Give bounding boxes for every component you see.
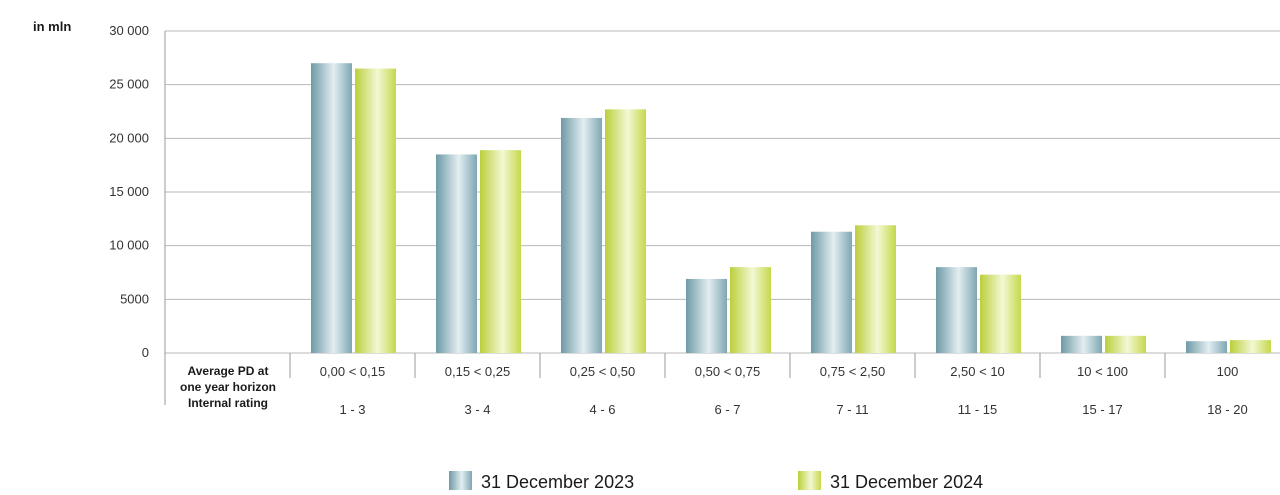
bar-2023 — [1186, 341, 1227, 353]
bar-2024 — [605, 109, 646, 353]
internal-rating-label: 11 - 15 — [958, 402, 998, 417]
bar-2024 — [355, 68, 396, 354]
bar-2023 — [1061, 335, 1102, 353]
legend-swatch-2024 — [798, 471, 821, 490]
legend-label-2023: 31 December 2023 — [481, 472, 634, 490]
bar-2023 — [936, 267, 977, 353]
y-axis-ticks: 0 5000 10 000 15 000 20 000 25 000 30 000 — [109, 23, 149, 360]
bar-2024 — [1105, 335, 1146, 353]
bar-2024 — [480, 150, 521, 353]
internal-rating-label: 3 - 4 — [464, 402, 490, 417]
bar-2023 — [686, 278, 727, 353]
pd-range-label: 10 < 100 — [1077, 364, 1128, 379]
row-label-pd-line2: one year horizon — [180, 380, 276, 394]
y-tick-label: 0 — [142, 345, 149, 360]
y-tick-label: 10 000 — [109, 238, 149, 253]
row-label-internal-rating: Internal rating — [188, 396, 268, 410]
internal-rating-label: 7 - 11 — [836, 402, 868, 417]
pd-range-label: 2,50 < 10 — [950, 364, 1005, 379]
bar-2024 — [1230, 340, 1271, 353]
y-tick-label: 15 000 — [109, 184, 149, 199]
pd-range-label: 100 — [1217, 364, 1239, 379]
pd-range-label: 0,50 < 0,75 — [695, 364, 760, 379]
legend: 31 December 2023 31 December 2024 — [449, 471, 983, 492]
pd-range-label: 0,15 < 0,25 — [445, 364, 510, 379]
legend-swatch-2023 — [449, 471, 472, 490]
internal-rating-label: 1 - 3 — [339, 402, 365, 417]
bar-2023 — [311, 63, 352, 353]
bar-2023 — [561, 117, 602, 353]
y-tick-label: 20 000 — [109, 130, 149, 145]
bar-2024 — [980, 274, 1021, 353]
pd-range-label: 0,00 < 0,15 — [320, 364, 385, 379]
bars — [311, 63, 1271, 354]
bar-2024 — [855, 225, 896, 353]
category-table: Average PD at one year horizon Internal … — [180, 353, 1248, 417]
internal-rating-label: 6 - 7 — [714, 402, 740, 417]
unit-label: in mln — [33, 19, 71, 34]
internal-rating-label: 15 - 17 — [1082, 402, 1122, 417]
bar-2023 — [436, 154, 477, 353]
internal-rating-label: 18 - 20 — [1207, 402, 1247, 417]
bar-2023 — [811, 231, 852, 353]
legend-label-2024: 31 December 2024 — [830, 472, 983, 490]
y-tick-label: 30 000 — [109, 23, 149, 38]
internal-rating-label: 4 - 6 — [589, 402, 615, 417]
bar-2024 — [730, 267, 771, 353]
pd-range-label: 0,75 < 2,50 — [820, 364, 885, 379]
row-label-pd-line1: Average PD at — [188, 364, 269, 378]
pd-range-label: 0,25 < 0,50 — [570, 364, 635, 379]
y-tick-label: 25 000 — [109, 77, 149, 92]
y-tick-label: 5000 — [120, 291, 149, 306]
